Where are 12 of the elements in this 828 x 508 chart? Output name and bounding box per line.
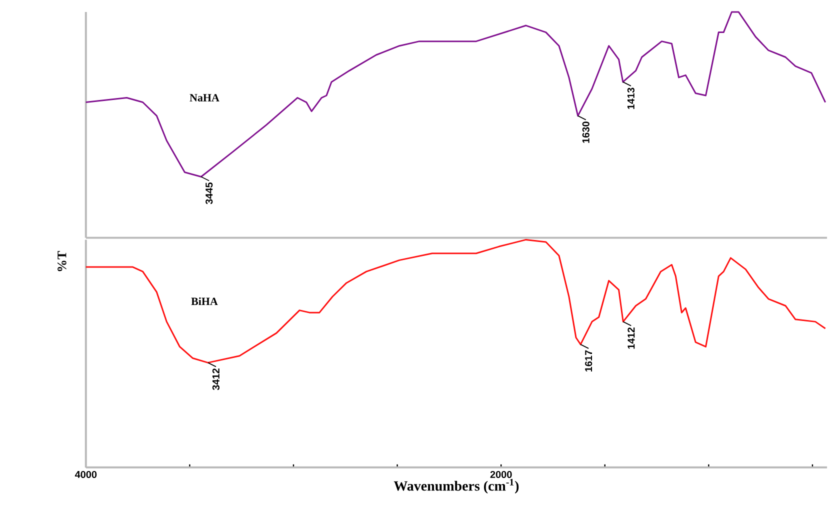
text: NaHA (190, 94, 220, 102)
annotation: 1630 (582, 121, 590, 143)
y-axis-title: %T (58, 250, 66, 271)
annotation: 3445 (206, 182, 213, 204)
x-tick-label: 4000 (74, 470, 97, 478)
annotation: 1413 (627, 88, 634, 109)
annotation: 3412 (212, 368, 220, 390)
x-tick-label: 2000 (490, 470, 512, 478)
annotation: 1412 (628, 327, 635, 349)
x-axis-title: Wavenumbers (cm$^{-1}$) (394, 478, 519, 494)
text: BiHA (191, 297, 218, 305)
annotation: 1617 (585, 350, 592, 372)
